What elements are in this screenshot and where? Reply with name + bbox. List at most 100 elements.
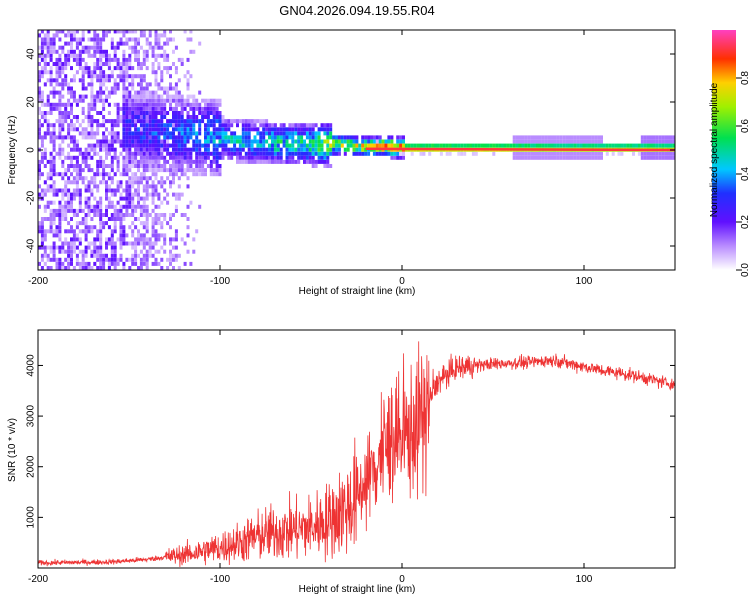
heatmap-cell: [285, 131, 289, 136]
heatmap-cell: [547, 139, 551, 144]
heatmap-cell: [75, 237, 79, 242]
heatmap-cell: [110, 164, 114, 168]
heatmap-cell: [352, 139, 356, 144]
heatmap-cell: [154, 135, 158, 140]
heatmap-cell: [110, 249, 114, 254]
heatmap-cell: [139, 86, 143, 91]
heatmap-cell: [137, 111, 140, 115]
heatmap-cell: [125, 155, 129, 160]
heatmap-cell: [151, 70, 155, 75]
heatmap-cell: [61, 30, 65, 34]
heatmap-cell: [166, 57, 170, 62]
heatmap-cell: [404, 143, 408, 148]
heatmap-cell: [174, 119, 178, 124]
heatmap-cell: [201, 164, 205, 168]
heatmap-cell: [579, 155, 583, 160]
heatmap-cell: [407, 143, 411, 148]
heatmap-cell: [116, 135, 120, 140]
heatmap-cell: [75, 253, 79, 258]
heatmap-cell: [70, 204, 73, 209]
heatmap-cell: [305, 123, 309, 128]
heatmap-cell: [346, 147, 350, 152]
heatmap-cell: [186, 184, 190, 189]
heatmap-cell: [346, 143, 350, 148]
heatmap-cell: [52, 208, 56, 213]
x-tick-label: -200: [28, 574, 48, 585]
heatmap-cell: [169, 151, 172, 156]
heatmap-cell: [38, 123, 41, 128]
heatmap-cell: [172, 115, 175, 119]
heatmap-cell: [93, 245, 97, 250]
heatmap-cell: [125, 131, 129, 136]
heatmap-cell: [157, 168, 161, 173]
heatmap-cell: [125, 192, 129, 197]
heatmap-cell: [145, 217, 149, 221]
heatmap-cell: [113, 82, 117, 87]
heatmap-cell: [64, 66, 68, 71]
heatmap-cell: [107, 111, 111, 115]
heatmap-cell: [55, 102, 59, 107]
heatmap-cell: [640, 135, 644, 140]
heatmap-cell: [180, 139, 184, 144]
heatmap-cell: [90, 86, 94, 91]
heatmap-cell: [305, 155, 309, 160]
heatmap-cell: [78, 98, 82, 103]
heatmap-cell: [75, 180, 79, 185]
heatmap-cell: [46, 217, 50, 221]
heatmap-cell: [259, 123, 263, 128]
heatmap-cell: [52, 62, 56, 66]
heatmap-cell: [661, 135, 665, 140]
heatmap-cell: [38, 221, 41, 226]
heatmap-cell: [198, 119, 202, 124]
heatmap-cell: [46, 253, 50, 258]
heatmap-cell: [206, 139, 210, 144]
heatmap-cell: [335, 135, 338, 140]
heatmap-cell: [204, 151, 207, 156]
heatmap-cell: [594, 143, 598, 148]
heatmap-cell: [201, 143, 205, 148]
heatmap-cell: [75, 147, 79, 152]
heatmap-cell: [107, 217, 111, 221]
heatmap-cell: [131, 98, 135, 103]
heatmap-cell: [43, 164, 47, 168]
heatmap-cell: [512, 139, 516, 144]
heatmap-cell: [93, 176, 97, 181]
heatmap-cell: [157, 106, 161, 111]
heatmap-cell: [81, 94, 85, 99]
heatmap-cell: [544, 143, 548, 148]
heatmap-cell: [58, 94, 62, 99]
heatmap-cell: [154, 261, 158, 266]
heatmap-cell: [102, 159, 106, 164]
heatmap-cell: [250, 127, 254, 132]
heatmap-cell: [113, 53, 117, 58]
heatmap-cell: [151, 147, 155, 152]
heatmap-cell: [49, 176, 53, 181]
heatmap-cell: [72, 135, 76, 140]
heatmap-cell: [142, 253, 146, 258]
heatmap-cell: [87, 82, 91, 87]
heatmap-cell: [209, 123, 213, 128]
heatmap-cell: [105, 213, 108, 217]
heatmap-cell: [204, 139, 207, 144]
heatmap-cell: [323, 123, 327, 128]
heatmap-cell: [122, 155, 126, 160]
heatmap-cell: [93, 106, 97, 111]
heatmap-cell: [393, 151, 397, 156]
heatmap-cell: [212, 127, 216, 132]
heatmap-cell: [541, 143, 545, 148]
heatmap-cell: [180, 127, 184, 132]
heatmap-cell: [61, 139, 65, 144]
heatmap-cell: [72, 208, 76, 213]
heatmap-cell: [466, 143, 470, 148]
heatmap-cell: [206, 155, 210, 160]
heatmap-cell: [128, 257, 132, 262]
colorbar-label: Normalized spectral amplitude: [709, 82, 720, 217]
heatmap-cell: [419, 143, 423, 148]
heatmap-cell: [131, 253, 135, 258]
heatmap-cell: [180, 94, 184, 99]
heatmap-cell: [329, 131, 333, 136]
heatmap-cell: [64, 119, 68, 124]
heatmap-cell: [93, 119, 97, 124]
heatmap-cell: [262, 135, 266, 140]
heatmap-cell: [594, 151, 598, 156]
